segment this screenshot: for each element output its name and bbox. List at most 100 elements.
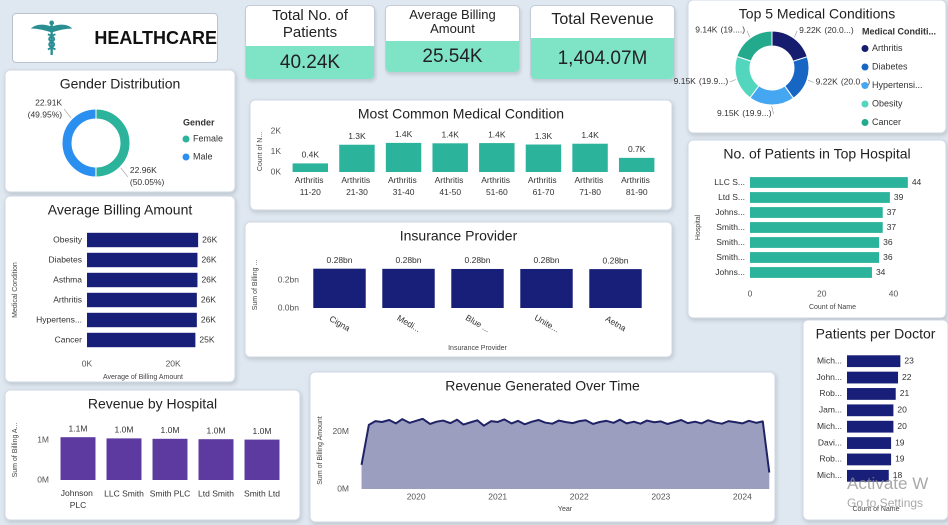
data-label-share: (20.0...) [824,25,853,35]
data-label: 0.4K [302,150,320,160]
chart-title: No. of Patients in Top Hospital [723,146,910,162]
kpi-label: Total Revenue [551,11,654,28]
kpi-card: Total Revenue 1,404.07M [530,5,675,80]
label-line: 21-30 [346,187,368,197]
bar [198,439,234,480]
bar [87,292,197,308]
bar [244,439,280,480]
x-tick-label: Arthritis 31-40 [388,175,419,197]
data-label-share: (19.9...) [699,76,728,86]
x-tick-label: Arthritis 61-70 [528,175,559,197]
bar [750,222,883,233]
y-tick-label: Diabetes [48,254,82,264]
data-label: 1.4K [488,129,506,139]
y-tick-label: Cancer [55,334,83,344]
leader-line [794,30,798,38]
legend-title: Medical Conditi... [862,26,936,36]
data-label-value: 9.15K [717,108,740,118]
y-axis-title: Hospital [695,214,702,240]
x-tick-label: 20 [817,288,827,298]
label-line: Arthritis [435,175,466,185]
legend-swatch [861,119,869,126]
legend-label: Female [193,133,223,143]
chart-title: Most Common Medical Condition [358,106,564,122]
panel [4,195,236,383]
x-tick-label: 2021 [488,491,507,501]
bar [87,332,196,348]
bar [60,437,96,480]
data-label: 9.22K (20.0...) [799,25,854,35]
x-tick-label: Arthritis 71-80 [574,175,605,197]
x-tick-label: 20K [166,358,181,368]
y-tick-label: Hypertens... [36,314,82,324]
leader-line [771,105,774,115]
label-line: 51-60 [486,187,508,197]
data-label: 1.0M [253,426,272,436]
x-tick-label: Arthritis 51-60 [481,175,512,197]
legend-swatch [861,63,869,71]
y-axis-title: Sum of Billing Amount [317,416,324,485]
bar [339,144,375,172]
bar [313,268,366,308]
label-line: Arthritis [388,175,419,185]
bar [847,404,894,417]
legend-swatch [861,45,869,52]
data-label: 26K [201,294,216,304]
label-line: Johnson [61,488,96,498]
bar [750,207,883,218]
x-tick-label: Arthritis 41-50 [435,175,466,197]
y-tick-label: LLC S... [714,177,745,187]
y-axis-title: Sum of Billing A... [12,423,19,478]
bar [572,143,608,172]
legend-title: Gender [183,117,215,127]
y-tick-label: Johns... [715,267,745,277]
bar [847,388,896,400]
bar [847,355,901,368]
bar [87,312,197,328]
data-label: 25K [199,334,214,344]
data-label: 1.4K [441,130,459,140]
data-label: 1.4K [395,129,413,139]
bar [385,142,422,172]
leader-line [120,167,129,178]
x-axis-title: Count of Name [809,304,856,311]
data-label: 26K [202,234,217,244]
label-line: 11-20 [300,187,321,197]
x-tick-label: 2022 [570,491,589,501]
legend-swatch [861,82,869,89]
data-label: 9.15K (19.9...) [674,76,729,86]
bar [750,267,872,278]
data-label-share: (20.0...) [841,77,870,87]
data-label: 22.96K [130,165,157,175]
data-label: 9.15K (19.9...) [717,108,772,118]
chart-title: Patients per Doctor [816,326,936,342]
kpi-value: 40.24K [246,46,374,79]
x-axis-title: Insurance Provider [448,345,507,352]
bar [451,268,504,308]
bar [750,192,890,203]
data-label: 1.1M [69,423,88,433]
data-label: 1.3K [535,131,553,141]
label-line: 81-90 [626,187,648,197]
data-label: 0.28bn [603,255,629,265]
y-tick-label: 0.2bn [278,274,300,284]
label-line: 31-40 [393,187,415,197]
y-tick-label: Smith... [716,222,745,232]
data-label-value: 9.22K [816,77,839,87]
bar [520,268,573,308]
data-label: 1.0M [161,425,180,435]
bar [618,157,655,172]
data-label: 0.28bn [534,255,560,265]
data-label: 22.91K [35,97,62,107]
x-tick-label: Arthritis 81-90 [621,175,652,197]
label-line: Arthritis [621,175,652,185]
bar [847,437,892,449]
x-tick-label: Johnson PLC [61,488,96,510]
x-tick-label: LLC Smith [104,488,144,498]
label-line: Arthritis [574,175,605,185]
data-label: 36 [883,237,893,247]
kpi-value: 1,404.07M [531,38,674,79]
legend-label: Arthritis [872,43,903,53]
leader-line [746,30,751,38]
area [361,418,770,489]
